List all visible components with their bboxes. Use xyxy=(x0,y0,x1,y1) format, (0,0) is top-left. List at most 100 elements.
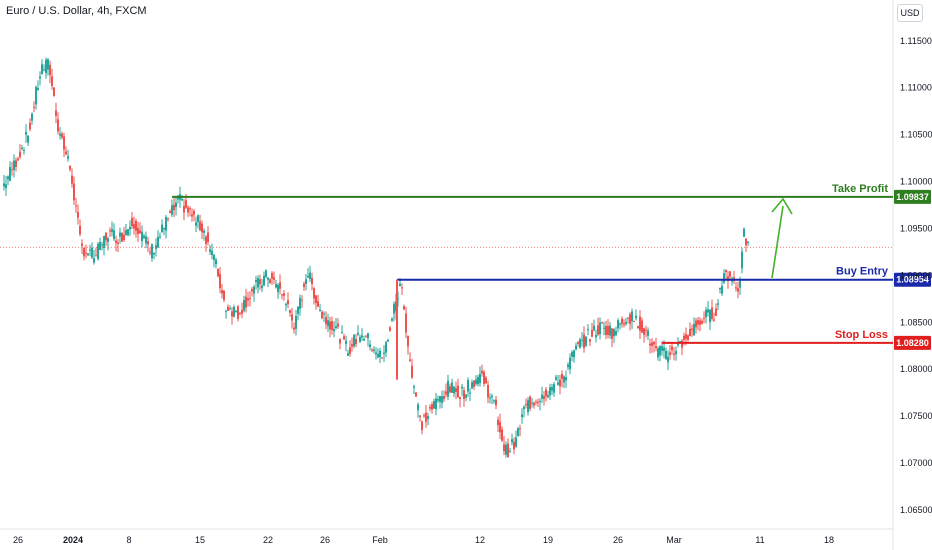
candle xyxy=(203,228,205,241)
candle xyxy=(113,223,115,242)
candle xyxy=(555,374,557,381)
candle xyxy=(205,235,207,252)
candle xyxy=(701,318,703,325)
candle xyxy=(441,390,443,409)
candle xyxy=(303,281,305,291)
candle xyxy=(427,412,429,426)
candle xyxy=(223,290,225,303)
candle xyxy=(19,144,21,159)
candle xyxy=(15,157,17,172)
candle xyxy=(359,334,361,344)
candle xyxy=(361,328,363,341)
candle xyxy=(321,310,323,320)
candle xyxy=(647,327,649,341)
candle xyxy=(533,401,535,409)
candle xyxy=(307,268,309,279)
candle xyxy=(7,175,9,186)
candle xyxy=(705,306,707,324)
candle xyxy=(123,226,125,242)
candle xyxy=(351,337,353,352)
candle xyxy=(117,239,119,253)
candle xyxy=(489,393,491,404)
candle xyxy=(425,404,427,428)
candle xyxy=(535,399,537,406)
candle xyxy=(623,319,625,328)
candle xyxy=(51,68,53,90)
candle xyxy=(431,401,433,414)
candle xyxy=(199,214,201,232)
candle xyxy=(703,311,705,324)
candle xyxy=(403,304,405,311)
currency-button[interactable]: USD xyxy=(897,4,923,22)
candle xyxy=(345,335,347,352)
candle xyxy=(247,291,249,307)
candle xyxy=(119,227,121,244)
candle xyxy=(317,294,319,308)
candle xyxy=(417,402,419,418)
time-axis[interactable]: 26 2024 8 15 22 26 Feb 12 19 26 Mar 11 18 xyxy=(13,535,834,545)
candle xyxy=(227,304,229,312)
candle xyxy=(85,244,87,259)
candle xyxy=(271,271,273,286)
candle xyxy=(237,304,239,322)
candle xyxy=(497,416,499,433)
candle xyxy=(379,347,381,364)
candle xyxy=(401,283,403,295)
candle xyxy=(571,350,573,362)
candle xyxy=(643,327,645,343)
candle xyxy=(59,127,61,140)
candle xyxy=(525,398,527,409)
candle xyxy=(67,149,69,162)
time-tick-label: 22 xyxy=(263,535,273,545)
candle xyxy=(151,243,153,262)
candle xyxy=(197,214,199,229)
candle xyxy=(301,295,303,308)
candle xyxy=(573,349,575,363)
candle xyxy=(129,220,131,236)
candle xyxy=(81,239,83,255)
candle xyxy=(415,392,417,397)
candle xyxy=(279,274,281,295)
candle xyxy=(487,380,489,404)
level-name-label: Take Profit xyxy=(832,183,888,195)
candle xyxy=(437,395,439,403)
candle xyxy=(699,317,701,332)
price-axis[interactable]: 1.11500 1.11000 1.10500 1.10000 1.09500 1.090… xyxy=(900,36,932,515)
candle xyxy=(189,206,191,217)
candle xyxy=(463,387,465,407)
candle xyxy=(157,230,159,248)
candle xyxy=(373,346,375,354)
candle xyxy=(165,214,167,239)
candle xyxy=(153,252,155,260)
candle xyxy=(125,223,127,236)
candle xyxy=(737,281,739,299)
candle xyxy=(423,413,425,418)
candle xyxy=(367,332,369,347)
candle xyxy=(743,227,745,238)
candle xyxy=(387,338,389,343)
candle xyxy=(439,395,441,409)
candle xyxy=(371,347,373,352)
candle xyxy=(451,378,453,393)
candle xyxy=(659,345,661,362)
candle xyxy=(217,268,219,278)
candle xyxy=(595,329,597,343)
candle xyxy=(299,294,301,316)
candle xyxy=(207,226,209,246)
candle xyxy=(375,347,377,360)
candle xyxy=(593,319,595,332)
candle xyxy=(357,325,359,337)
candle xyxy=(55,102,57,124)
time-tick-label: 2024 xyxy=(63,535,83,545)
candle xyxy=(469,388,471,402)
time-tick-label: 26 xyxy=(320,535,330,545)
candle xyxy=(369,340,371,351)
candle xyxy=(429,404,431,412)
candle xyxy=(215,257,217,269)
candle xyxy=(27,135,29,147)
candle xyxy=(559,374,561,395)
candle xyxy=(477,374,479,387)
candle xyxy=(105,232,107,246)
level-price-value: 1.08280 xyxy=(896,338,929,348)
